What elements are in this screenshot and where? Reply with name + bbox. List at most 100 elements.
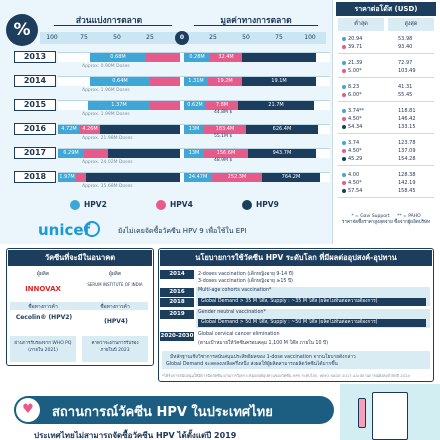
value-bar-hpv9: 943.7M — [248, 149, 316, 158]
share-bar-hpv4 — [150, 77, 180, 86]
series-dot — [342, 68, 346, 73]
tick-label: 75 — [275, 34, 283, 41]
price-high: 137.09 — [398, 148, 416, 154]
divider — [338, 101, 434, 102]
price-high: 103.49 — [398, 68, 416, 74]
policy-line: 3-doses vaccination (เด็กหญิงอายุ ≥15 ปี… — [198, 279, 293, 284]
series-dot — [342, 92, 346, 97]
value-bar-hpv2: 1.31M — [184, 77, 208, 86]
price-low: 57.54 — [342, 188, 362, 194]
year-label: 2015 — [14, 99, 56, 111]
thailand-banner-title: สถานการณ์วัคซีน HPV ในประเทศไทย — [52, 405, 273, 420]
share-bar-hpv4 — [84, 149, 108, 158]
year-label: 2017 — [14, 147, 56, 159]
price-low: 8.23 — [342, 84, 359, 90]
series-dot — [342, 124, 346, 129]
price-low: 20.94 — [342, 36, 362, 42]
hpv4-note: คาดว่าจะผ่านการรับรองภายในปี 2023 — [82, 336, 148, 362]
value-bar-hpv9: 626.4M — [246, 125, 318, 134]
year-label: 2018 — [14, 171, 56, 183]
unicef-caption: ยังไม่เคยจัดซื้อวัคซีน HPV 9 เพื่อใช้ใน … — [118, 227, 247, 235]
price-low: 45.29 — [342, 156, 362, 162]
value-bar-hpv2: 0.28M — [184, 53, 210, 62]
tick-label: 25 — [209, 34, 217, 41]
globe-icon — [84, 221, 100, 237]
tick-label: 75 — [80, 34, 88, 41]
hpv-ribbon-icon: ♥ — [16, 398, 40, 422]
value-bar-hpv2: 0.62M — [184, 101, 206, 110]
series-dot — [342, 172, 346, 177]
series-dot — [342, 140, 346, 145]
year-label: 2013 — [14, 51, 56, 63]
price-panel — [332, 0, 440, 244]
global-policy-title: นโยบายการใช้วัคซีน HPV ระดับโลก ที่มีผลต… — [160, 250, 432, 266]
price-high: 146.42 — [398, 116, 416, 122]
future-vaccines-title: วัคซีนที่จะมีในอนาคต — [8, 250, 152, 266]
price-panel-title: ราคาต่อโด๊ส (USD) — [336, 2, 436, 16]
policy-year: 2014 — [160, 270, 194, 279]
value-bar-hpv2: 13M — [184, 125, 204, 134]
legend-hpv4-label: HPV4 — [170, 200, 193, 209]
series-dot — [342, 188, 346, 193]
legend-hpv9-label: HPV9 — [256, 200, 279, 209]
value-bar-hpv4: 252.3M — [212, 173, 262, 182]
policy-line: Multi-age cohorts vaccination* — [198, 288, 272, 293]
share-bar-hpv2: 6.29M — [58, 149, 84, 158]
thailand-banner-subtitle: ประเทศไทยไม่สามารถจัดซื้อวัคซีน HPV ได้ต… — [34, 431, 237, 440]
unicef-logo: unicef — [38, 221, 91, 239]
policy-year: 2020-2030 — [160, 332, 194, 341]
value-bar-hpv4: 183.4M — [204, 125, 246, 134]
price-high: 55.45 — [398, 92, 413, 98]
market-value-heading: มูลค่าทางการตลาด — [220, 16, 292, 26]
share-bar-hpv9 — [86, 173, 180, 182]
share-bar-hpv2: 4.72M — [58, 125, 80, 134]
series-dot — [342, 108, 346, 113]
footnote-gavi: * = Gavi Support — [351, 214, 390, 219]
cecolin-name: Cecolin® (HPV2) — [15, 314, 73, 321]
percent-icon: % — [6, 14, 38, 46]
policy-source: *ได้รับการสนับสนุนให้มีการฉีดวัคซีน ผ่าน… — [162, 373, 410, 378]
legend-hpv2-label: HPV2 — [84, 200, 107, 209]
innovax-logo: INNOVAX — [25, 285, 61, 293]
value-bar-hpv9: 21.7M — [238, 101, 314, 110]
divider — [338, 77, 434, 78]
price-low: 39.71 — [342, 44, 362, 50]
price-high: 158.45 — [398, 188, 416, 194]
price-low: 6.00* — [342, 92, 362, 98]
share-bar-hpv2: 1.37M — [88, 101, 150, 110]
row-dose-note: Approx. 1.99M Doses — [82, 112, 130, 117]
series-dot — [342, 156, 346, 161]
share-bar-hpv2: 0.64M — [90, 77, 150, 86]
tick-label: 25 — [146, 34, 154, 41]
policy-year: 2018 — [160, 298, 194, 307]
share-bar-hpv4 — [76, 173, 86, 182]
tick-label: 50 — [242, 34, 250, 41]
policy-footer-band — [162, 351, 430, 369]
price-high: 118.81 — [398, 108, 416, 114]
price-low: 4.50* — [342, 148, 362, 154]
divider — [338, 165, 434, 166]
policy-line: Global cervical cancer elimination — [198, 332, 280, 337]
serum-institute-logo: SERUM INSTITUTE OF INDIA — [87, 282, 143, 287]
price-high: 41.31 — [398, 84, 413, 90]
price-footnote: * = Gavi Support ** = PAHO ราคาจัดซื้อรา… — [332, 214, 440, 225]
clipboard-icon — [372, 392, 408, 440]
value-bar-hpv9 — [242, 53, 316, 62]
price-high: 72.97 — [398, 60, 413, 66]
price-low: 54.34 — [342, 124, 362, 130]
price-high: 123.78 — [398, 140, 416, 146]
row-dose-note: Approx. 21.98M Doses — [82, 136, 133, 141]
divider — [54, 25, 172, 26]
series-dot — [342, 84, 346, 89]
divider — [338, 197, 434, 198]
divider — [338, 133, 434, 134]
tick-label: 0 — [179, 34, 185, 41]
zero-marker — [175, 31, 189, 45]
value-bar-hpv4: 32.4M — [210, 53, 242, 62]
row-dose-note: Approx. 1.96M Doses — [82, 88, 130, 93]
price-low: 5.00* — [342, 68, 362, 74]
share-bar-hpv2: 0.68M — [90, 53, 146, 62]
footnote-pricing: ราคาจัดซื้อราคาสูงสุดจ่าย ซื้อจากผู้ผลิต… — [342, 219, 430, 225]
series-dot — [342, 36, 346, 41]
value-bar-hpv4: 156.6M — [204, 149, 248, 158]
